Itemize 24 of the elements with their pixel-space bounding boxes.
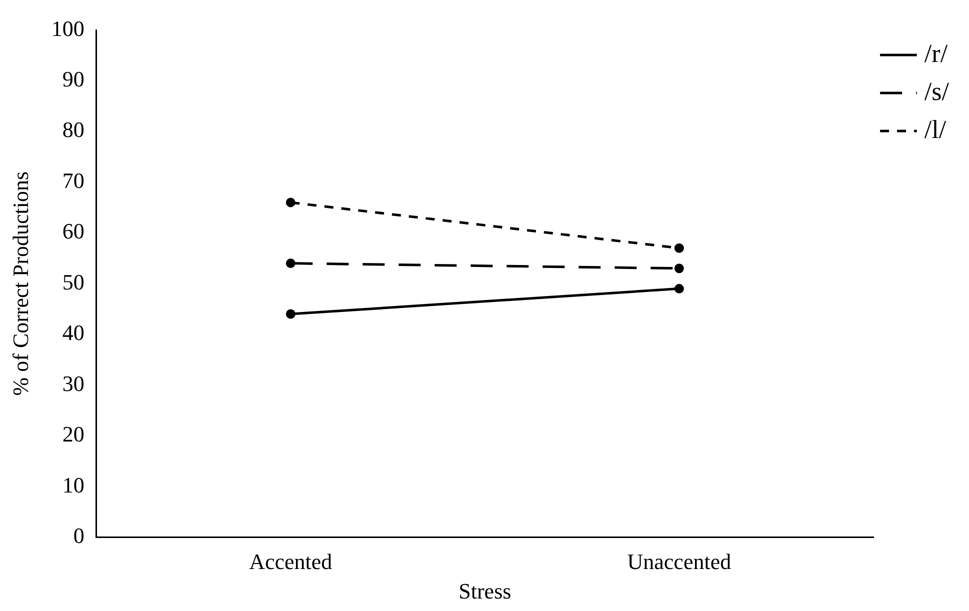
y-tick-label: 30 bbox=[62, 370, 84, 396]
x-tick-label: Unaccented bbox=[627, 549, 732, 574]
legend-label: /s/ bbox=[924, 76, 950, 106]
y-tick-label: 80 bbox=[62, 117, 84, 142]
legend-label: /r/ bbox=[924, 38, 948, 68]
point bbox=[286, 309, 296, 319]
y-tick-label: 60 bbox=[62, 218, 84, 244]
y-axis-title: % of Correct Productions bbox=[8, 171, 33, 396]
y-tick-label: 70 bbox=[62, 168, 84, 193]
point bbox=[674, 264, 684, 274]
y-tick-label: 20 bbox=[62, 422, 84, 447]
y-tick-label: 100 bbox=[51, 16, 84, 41]
point bbox=[674, 243, 684, 253]
y-tick-label: 40 bbox=[62, 320, 84, 346]
y-tick-label: 10 bbox=[62, 472, 84, 498]
point bbox=[674, 284, 684, 294]
y-tick-label: 0 bbox=[73, 522, 84, 548]
point bbox=[286, 198, 296, 208]
y-tick-label: 50 bbox=[62, 269, 84, 294]
point bbox=[286, 258, 296, 268]
legend-label: /l/ bbox=[924, 114, 947, 144]
x-axis-title: Stress bbox=[458, 578, 512, 604]
x-tick-label: Accented bbox=[249, 549, 332, 574]
y-tick-label: 90 bbox=[62, 66, 84, 92]
